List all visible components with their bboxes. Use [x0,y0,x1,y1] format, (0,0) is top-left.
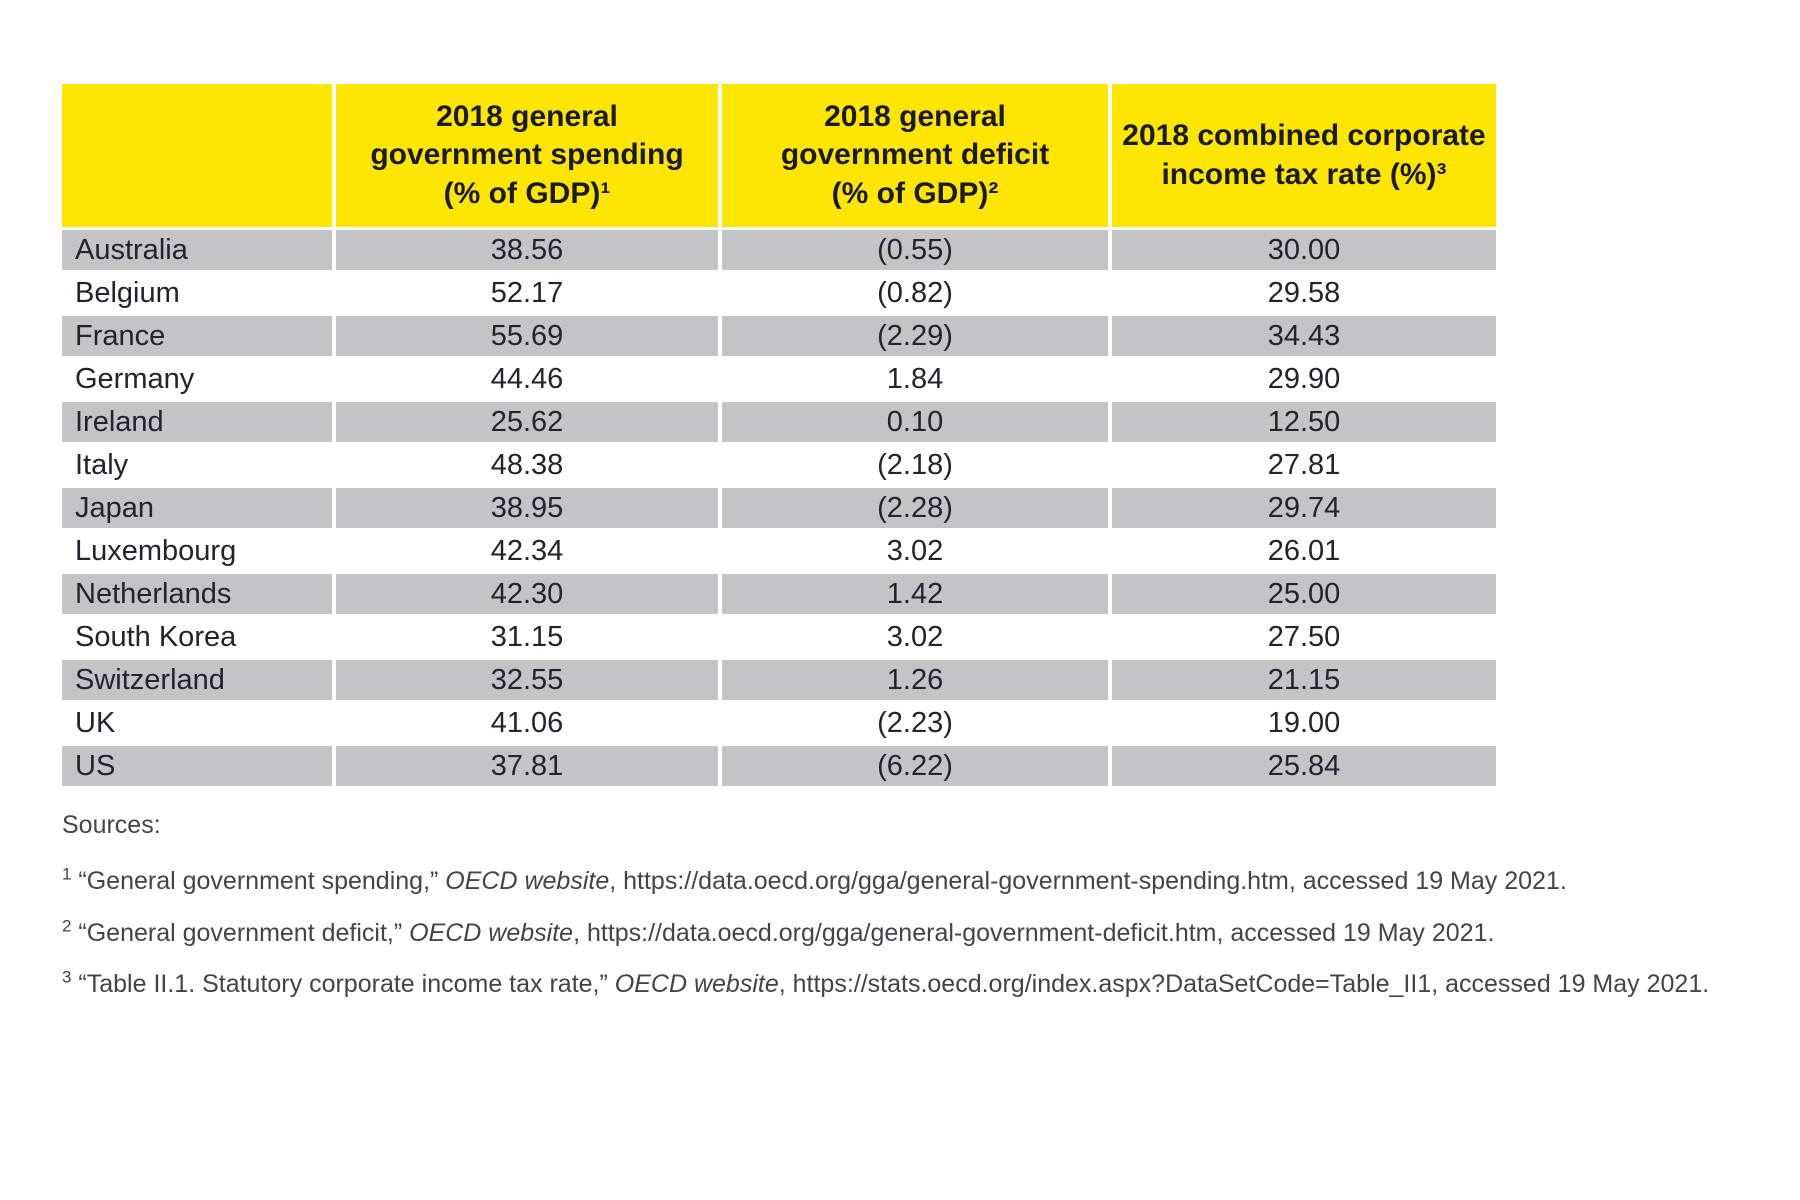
row-deficit-cell: (0.55) [722,230,1108,270]
row-spending-cell: 44.46 [336,359,718,399]
data-table: 2018 general government spending (% of G… [58,81,1500,789]
footnote-marker: 3 [62,967,72,987]
row-taxrate-cell: 29.58 [1112,273,1496,313]
row-spending-cell: 52.17 [336,273,718,313]
row-spending-cell: 48.38 [336,445,718,485]
row-country-cell: Switzerland [62,660,332,700]
row-deficit-cell: (2.28) [722,488,1108,528]
row-deficit-cell: (2.29) [722,316,1108,356]
table-header-row: 2018 general government spending (% of G… [62,84,1496,227]
footnote-text: “Table II.1. Statutory corporate income … [71,970,615,998]
column-header: 2018 general government spending (% of G… [336,84,718,227]
row-country-cell: Luxembourg [62,531,332,571]
row-country-cell: Japan [62,488,332,528]
row-country-cell: Italy [62,445,332,485]
column-header-blank [62,84,332,227]
row-country-cell: Netherlands [62,574,332,614]
footnote-text: , https://data.oecd.org/gga/general-gove… [609,867,1567,895]
row-taxrate-cell: 26.01 [1112,531,1496,571]
table-row: France 55.69 (2.29) 34.43 [62,316,1496,356]
table-body: Australia 38.56 (0.55) 30.00 Belgium 52.17 (0.… [62,230,1496,786]
row-taxrate-cell: 25.00 [1112,574,1496,614]
table-row: Luxembourg 42.34 3.02 26.01 [62,531,1496,571]
row-spending-cell: 38.95 [336,488,718,528]
table-row: Germany 44.46 1.84 29.90 [62,359,1496,399]
table-row: Netherlands 42.30 1.42 25.00 [62,574,1496,614]
row-taxrate-cell: 25.84 [1112,746,1496,786]
row-spending-cell: 42.30 [336,574,718,614]
table-row: Japan 38.95 (2.28) 29.74 [62,488,1496,528]
footnote: 3 “Table II.1. Statutory corporate incom… [62,949,1800,1001]
row-spending-cell: 31.15 [336,617,718,657]
table-row: Ireland 25.62 0.10 12.50 [62,402,1496,442]
row-country-cell: France [62,316,332,356]
footnote-text: “General government spending,” [71,867,446,895]
column-header: 2018 combined corporate income tax rate … [1112,84,1496,227]
row-spending-cell: 25.62 [336,402,718,442]
row-spending-cell: 37.81 [336,746,718,786]
row-taxrate-cell: 29.74 [1112,488,1496,528]
row-country-cell: South Korea [62,617,332,657]
row-taxrate-cell: 30.00 [1112,230,1496,270]
column-header: 2018 general government deficit (% of GD… [722,84,1108,227]
table-row: US 37.81 (6.22) 25.84 [62,746,1496,786]
row-taxrate-cell: 27.50 [1112,617,1496,657]
row-spending-cell: 42.34 [336,531,718,571]
table-row: Australia 38.56 (0.55) 30.00 [62,230,1496,270]
row-spending-cell: 32.55 [336,660,718,700]
row-spending-cell: 55.69 [336,316,718,356]
row-taxrate-cell: 34.43 [1112,316,1496,356]
row-deficit-cell: (0.82) [722,273,1108,313]
table-row: Switzerland 32.55 1.26 21.15 [62,660,1496,700]
row-deficit-cell: 1.42 [722,574,1108,614]
footnote-text: “General government deficit,” [71,918,410,947]
footnote: 2 “General government deficit,” OECD web… [62,898,1800,950]
footnote-text: , https://data.oecd.org/gga/general-gove… [573,918,1495,947]
row-country-cell: UK [62,703,332,743]
footnotes: 1 “General government spending,” OECD we… [58,846,1800,1001]
row-taxrate-cell: 21.15 [1112,660,1496,700]
footnote: 1 “General government spending,” OECD we… [62,846,1800,898]
footnote-source-name: OECD website [445,867,610,895]
table-row: Belgium 52.17 (0.82) 29.58 [62,273,1496,313]
row-taxrate-cell: 27.81 [1112,445,1496,485]
row-taxrate-cell: 19.00 [1112,703,1496,743]
row-deficit-cell: (6.22) [722,746,1108,786]
row-country-cell: Belgium [62,273,332,313]
row-deficit-cell: 0.10 [722,402,1108,442]
row-taxrate-cell: 29.90 [1112,359,1496,399]
row-deficit-cell: 3.02 [722,531,1108,571]
row-taxrate-cell: 12.50 [1112,402,1496,442]
table-row: South Korea 31.15 3.02 27.50 [62,617,1496,657]
row-deficit-cell: (2.18) [722,445,1108,485]
row-country-cell: Ireland [62,402,332,442]
sources-section: Sources: 1 “General government spending,… [58,811,1800,1001]
footnote-source-name: OECD website [409,918,574,947]
row-deficit-cell: 1.84 [722,359,1108,399]
row-country-cell: US [62,746,332,786]
row-deficit-cell: 1.26 [722,660,1108,700]
row-deficit-cell: (2.23) [722,703,1108,743]
table-row: Italy 48.38 (2.18) 27.81 [62,445,1496,485]
footnote-text: , https://stats.oecd.org/index.aspx?Data… [778,970,1710,998]
footnote-marker: 2 [62,916,72,936]
row-country-cell: Germany [62,359,332,399]
footnote-marker: 1 [62,864,72,884]
row-country-cell: Australia [62,230,332,270]
table-row: UK 41.06 (2.23) 19.00 [62,703,1496,743]
footnote-source-name: OECD website [614,970,779,998]
sources-label: Sources: [62,811,161,839]
row-deficit-cell: 3.02 [722,617,1108,657]
row-spending-cell: 41.06 [336,703,718,743]
row-spending-cell: 38.56 [336,230,718,270]
table-header: 2018 general government spending (% of G… [62,84,1496,227]
